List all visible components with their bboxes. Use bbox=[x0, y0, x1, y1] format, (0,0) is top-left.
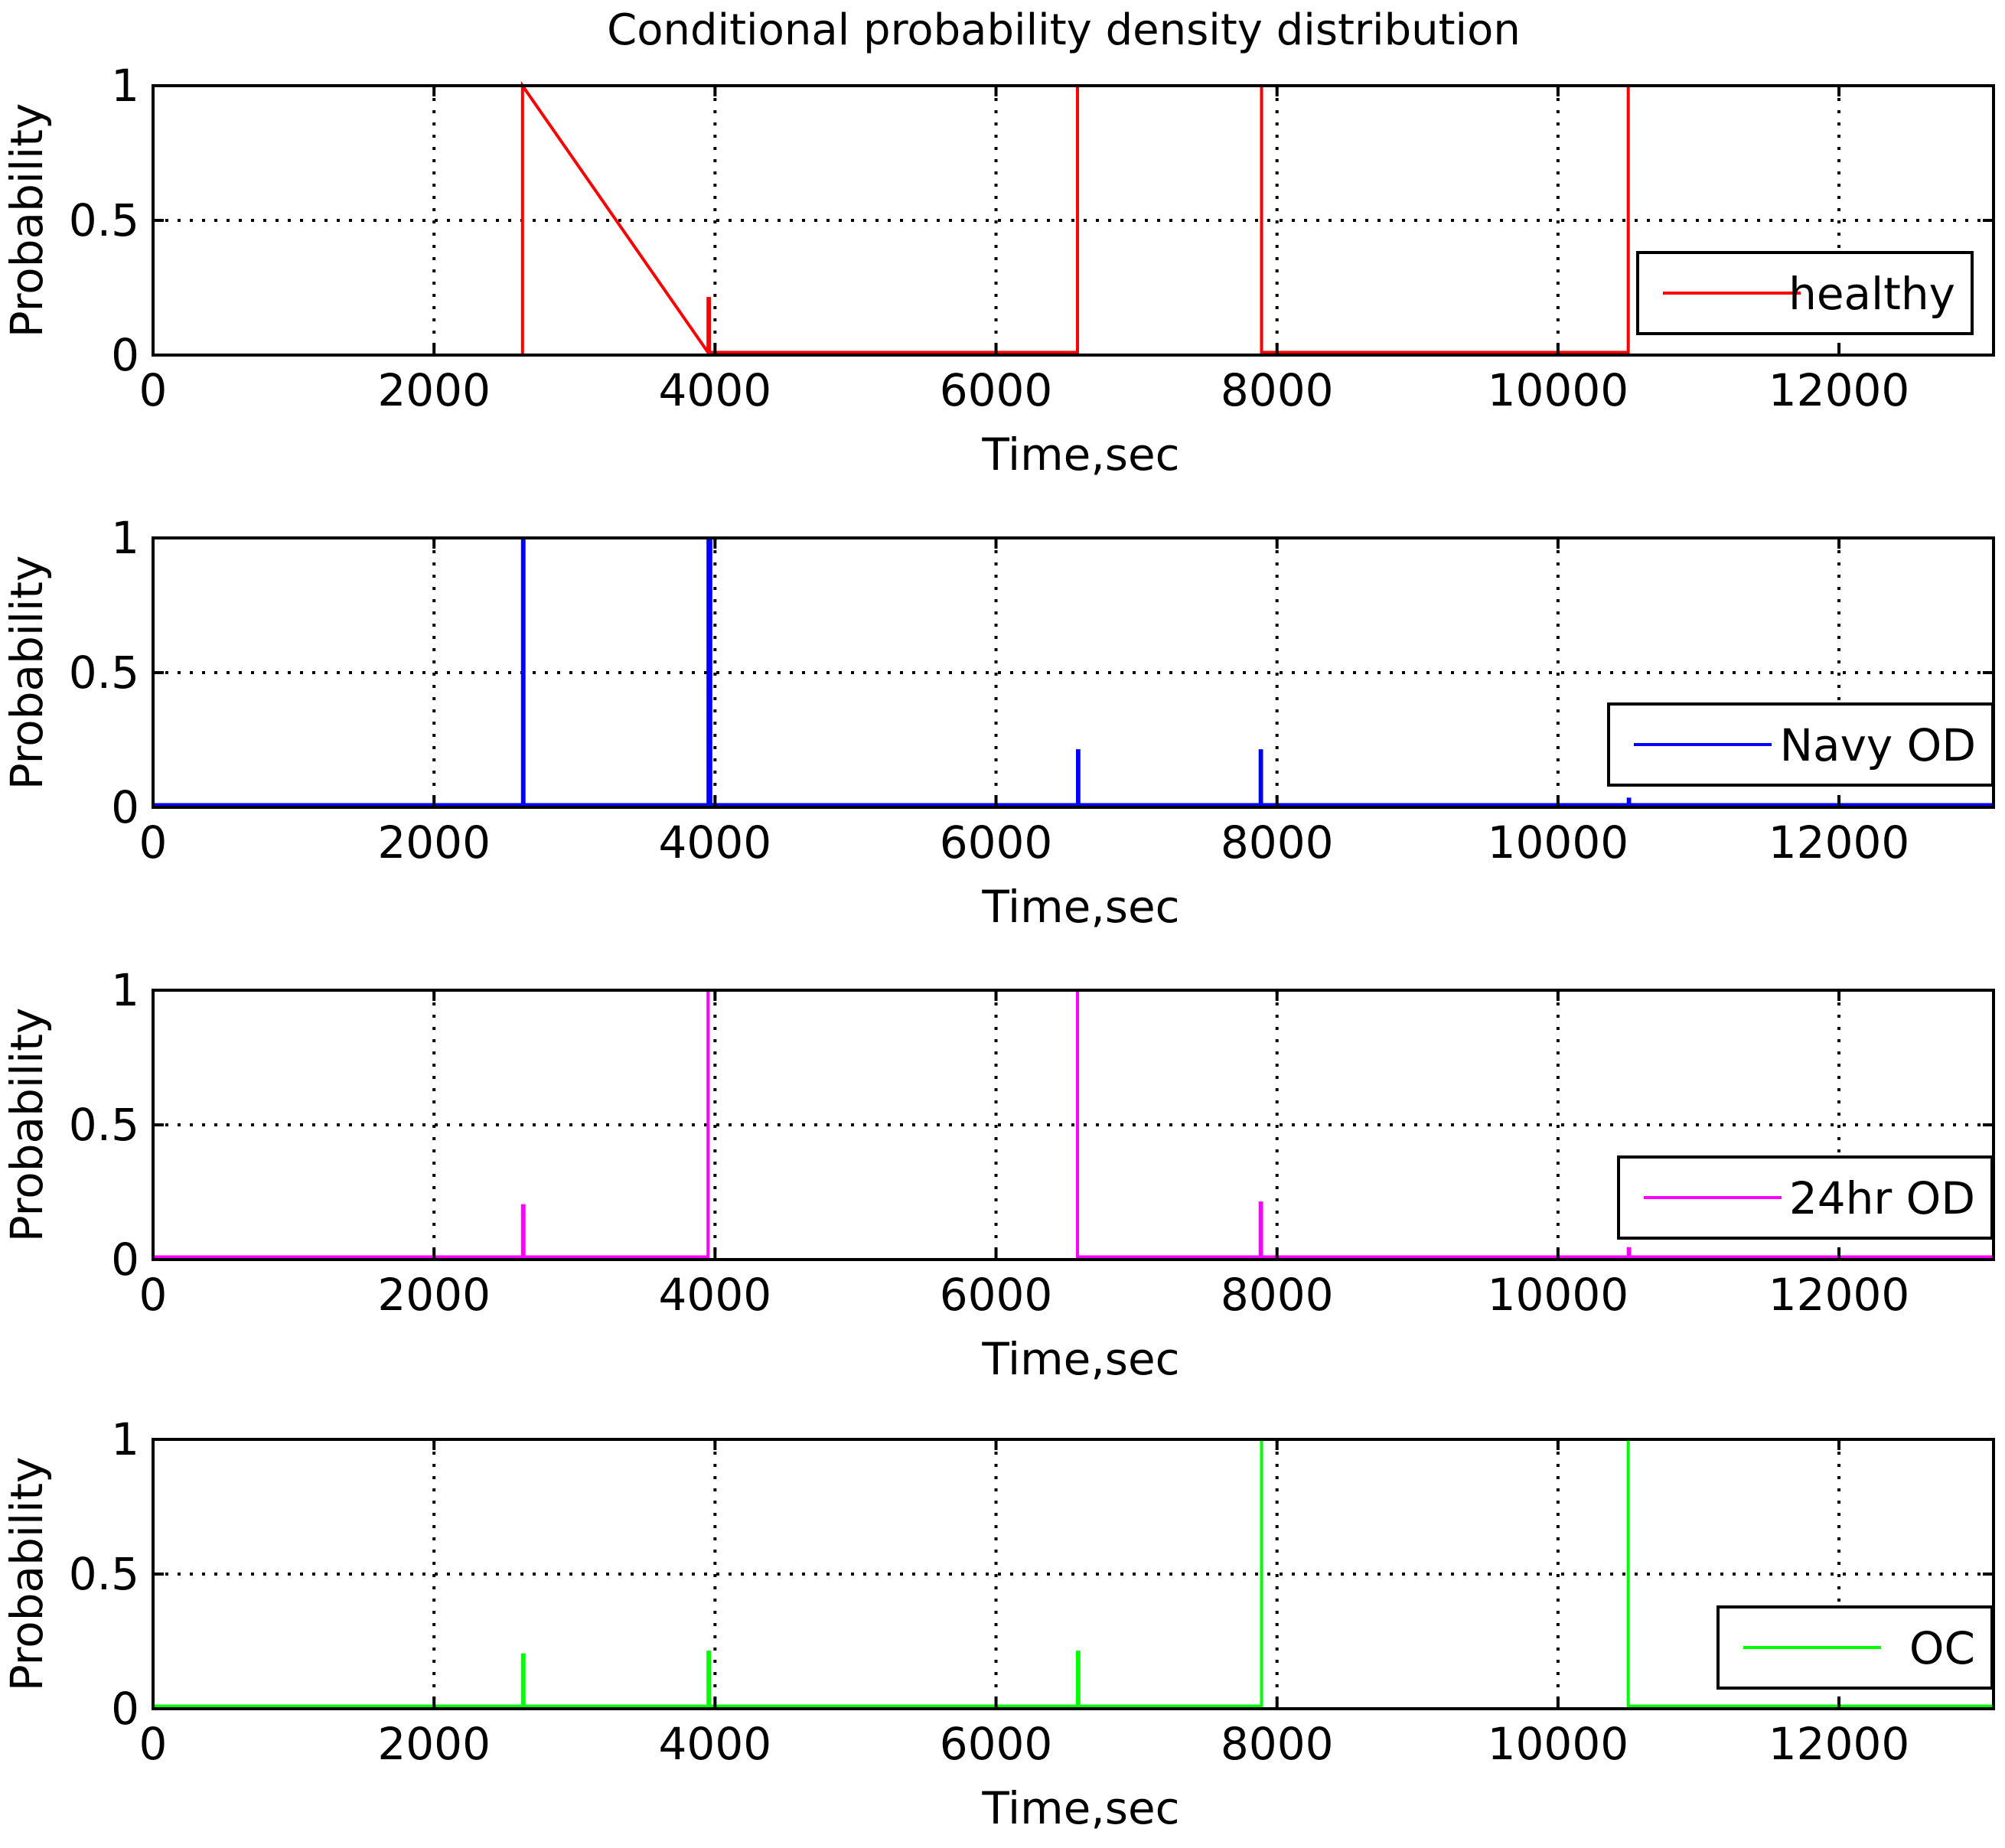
x-tick-label: 2000 bbox=[377, 364, 491, 416]
y-tick-label: 1 bbox=[111, 1413, 139, 1465]
legend-label: OC bbox=[1909, 1622, 1975, 1674]
x-tick-label: 4000 bbox=[659, 1269, 772, 1321]
x-tick-label: 0 bbox=[139, 364, 168, 416]
x-axis-label: Time,sec bbox=[981, 881, 1179, 933]
y-axis-label: Probability bbox=[1, 556, 53, 790]
x-tick-label: 10000 bbox=[1488, 364, 1629, 416]
x-tick-label: 6000 bbox=[940, 364, 1053, 416]
x-tick-label: 0 bbox=[139, 1718, 168, 1770]
legend: 24hr OD bbox=[1619, 1157, 1992, 1238]
x-tick-label: 2000 bbox=[377, 816, 491, 869]
x-tick-label: 0 bbox=[139, 1269, 168, 1321]
x-tick-label: 8000 bbox=[1221, 816, 1334, 869]
legend-label: 24hr OD bbox=[1789, 1172, 1975, 1224]
figure: Conditional probability density distribu… bbox=[0, 0, 2005, 1848]
x-axis-label: Time,sec bbox=[981, 1782, 1179, 1834]
legend: healthy bbox=[1638, 253, 1972, 334]
y-tick-label: 0 bbox=[111, 1683, 139, 1735]
x-tick-label: 6000 bbox=[940, 1269, 1053, 1321]
y-tick-label: 0 bbox=[111, 781, 139, 833]
x-tick-label: 0 bbox=[139, 816, 168, 869]
legend: Navy OD bbox=[1609, 704, 1993, 785]
x-tick-label: 10000 bbox=[1488, 1718, 1629, 1770]
x-tick-label: 10000 bbox=[1488, 1269, 1629, 1321]
x-tick-label: 8000 bbox=[1221, 1269, 1334, 1321]
y-tick-label: 0 bbox=[111, 1234, 139, 1286]
y-tick-label: 1 bbox=[111, 964, 139, 1016]
legend: OC bbox=[1718, 1607, 1992, 1688]
y-tick-label: 0.5 bbox=[69, 647, 139, 699]
legend-label: Navy OD bbox=[1780, 719, 1976, 771]
subplot-2: 0 2000 4000 6000 8000 10000 12000 0 0.5 1 Time,sec… bbox=[1, 512, 1994, 933]
x-tick-label: 2000 bbox=[377, 1718, 491, 1770]
y-axis-label: Probability bbox=[1, 1457, 53, 1692]
x-tick-label: 12000 bbox=[1769, 1269, 1910, 1321]
y-axis-label: Probability bbox=[1, 103, 53, 338]
x-axis-label: Time,sec bbox=[981, 429, 1179, 481]
subplot-panels: 0 2000 4000 6000 8000 10000 1200000.51Time,sec… bbox=[1, 60, 1994, 1834]
x-tick-label: 12000 bbox=[1769, 816, 1910, 869]
y-tick-label: 1 bbox=[111, 512, 139, 564]
x-tick-label: 8000 bbox=[1221, 364, 1334, 416]
x-tick-label: 4000 bbox=[659, 816, 772, 869]
x-tick-label: 10000 bbox=[1488, 816, 1629, 869]
x-tick-label: 4000 bbox=[659, 1718, 772, 1770]
y-tick-label: 0 bbox=[111, 329, 139, 381]
x-tick-label: 12000 bbox=[1769, 1718, 1910, 1770]
x-tick-label: 2000 bbox=[377, 1269, 491, 1321]
figure-title: Conditional probability density distribu… bbox=[607, 5, 1521, 55]
legend-label: healthy bbox=[1788, 268, 1955, 320]
y-tick-label: 0.5 bbox=[69, 194, 139, 246]
y-tick-label: 1 bbox=[111, 60, 139, 112]
y-tick-label: 0.5 bbox=[69, 1548, 139, 1600]
x-tick-label: 6000 bbox=[940, 1718, 1053, 1770]
subplot-1: 0 2000 4000 6000 8000 10000 12000 0 0.5 1 Time,sec… bbox=[1, 60, 1994, 481]
subplot-4: 0 2000 4000 6000 8000 10000 12000 0 0.5 1 Time,sec… bbox=[1, 1413, 1994, 1834]
x-tick-label: 4000 bbox=[659, 364, 772, 416]
x-tick-label: 12000 bbox=[1769, 364, 1910, 416]
subplot-3: 0 2000 4000 6000 8000 10000 12000 0 0.5 1 Time,sec… bbox=[1, 964, 1994, 1385]
x-tick-label: 8000 bbox=[1221, 1718, 1334, 1770]
x-axis-label: Time,sec bbox=[981, 1333, 1179, 1385]
y-tick-label: 0.5 bbox=[69, 1099, 139, 1151]
x-tick-label: 6000 bbox=[940, 816, 1053, 869]
y-axis-label: Probability bbox=[1, 1008, 53, 1243]
